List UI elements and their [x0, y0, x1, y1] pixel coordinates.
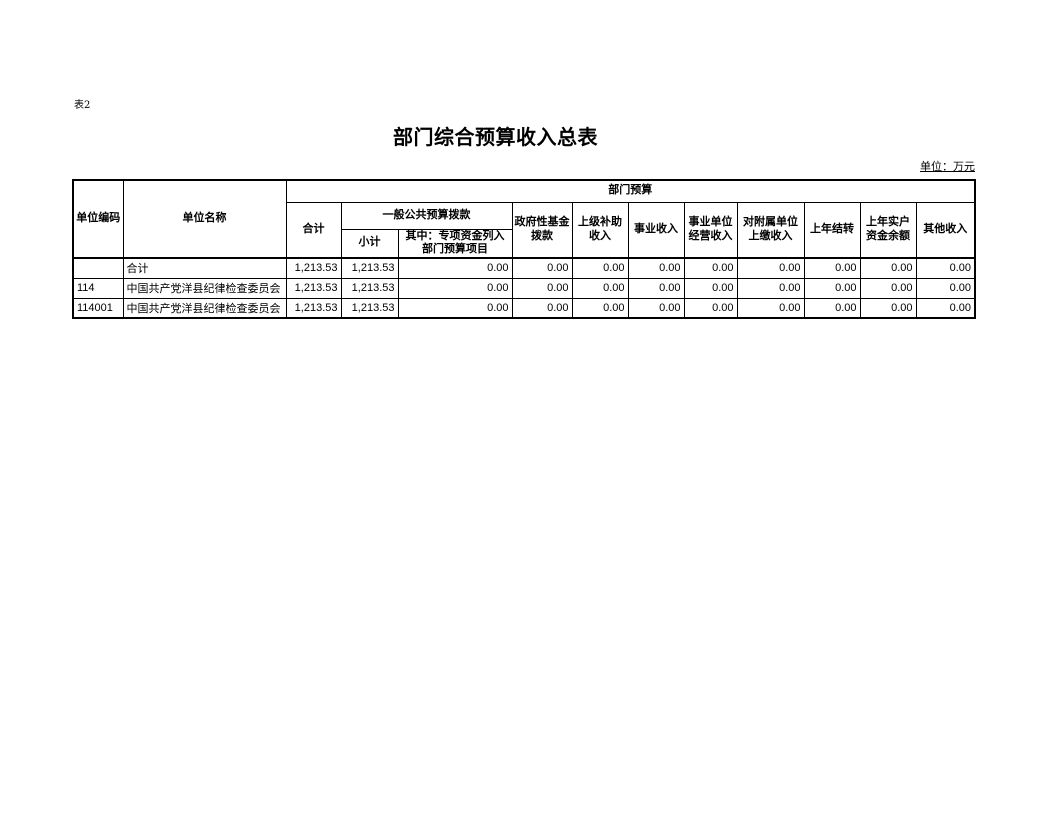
- col-header-business-operating-income: 事业单位经营收入: [683, 201, 738, 259]
- cell-prior-year-account-balance: 0.00: [859, 257, 917, 279]
- col-group-dept-budget: 部门预算: [285, 179, 976, 203]
- cell-affiliated-remitted-income: 0.00: [736, 277, 805, 299]
- cell-government-fund: 0.00: [511, 257, 573, 279]
- cell-unit-name: 合计: [122, 257, 287, 279]
- col-header-prior-year-account-balance: 上年实户资金余额: [859, 201, 917, 259]
- cell-unit-code: 114: [72, 277, 124, 299]
- cell-subtotal: 1,213.53: [340, 277, 399, 299]
- cell-subtotal: 1,213.53: [340, 297, 399, 319]
- col-header-prior-year-carryover: 上年结转: [803, 201, 861, 259]
- cell-business-operating-income: 0.00: [683, 277, 738, 299]
- col-header-superior-subsidy: 上级补助收入: [571, 201, 629, 259]
- col-header-government-fund: 政府性基金拨款: [511, 201, 573, 259]
- col-header-affiliated-remitted-income: 对附属单位上缴收入: [736, 201, 805, 259]
- col-header-subtotal: 小计: [340, 228, 399, 259]
- cell-total: 1,213.53: [285, 277, 342, 299]
- cell-superior-subsidy: 0.00: [571, 257, 629, 279]
- cell-business-income: 0.00: [627, 257, 685, 279]
- cell-affiliated-remitted-income: 0.00: [736, 297, 805, 319]
- col-header-unit-name: 单位名称: [122, 179, 287, 259]
- cell-government-fund: 0.00: [511, 297, 573, 319]
- budget-income-table: 单位编码 单位名称 部门预算 合计 一般公共预算拨款 政府性基金拨款 上级补助收…: [72, 179, 976, 319]
- sheet-label: 表2: [74, 100, 91, 111]
- col-header-other-income: 其他收入: [915, 201, 976, 259]
- header-row-sub: 小计 其中：专项资金列入部门预算项目: [73, 228, 975, 259]
- cell-superior-subsidy: 0.00: [571, 277, 629, 299]
- cell-prior-year-carryover: 0.00: [803, 277, 861, 299]
- cell-business-income: 0.00: [627, 277, 685, 299]
- cell-other-income: 0.00: [915, 297, 976, 319]
- cell-government-fund: 0.00: [511, 277, 573, 299]
- cell-other-income: 0.00: [915, 257, 976, 279]
- cell-unit-code: [72, 257, 124, 279]
- table-row-total: 合计 1,213.53 1,213.53 0.00 0.00 0.00 0.00…: [72, 257, 976, 279]
- cell-unit-code: 114001: [72, 297, 124, 319]
- table-row-114001: 114001 中国共产党洋县纪律检查委员会 1,213.53 1,213.53 …: [72, 297, 976, 319]
- cell-prior-year-carryover: 0.00: [803, 257, 861, 279]
- col-group-general-public-budget: 一般公共预算拨款: [340, 201, 513, 230]
- cell-affiliated-remitted-income: 0.00: [736, 257, 805, 279]
- col-header-special-funds: 其中：专项资金列入部门预算项目: [397, 228, 513, 259]
- cell-unit-name: 中国共产党洋县纪律检查委员会: [122, 297, 287, 319]
- unit-note: 单位：万元: [920, 161, 975, 173]
- cell-prior-year-carryover: 0.00: [803, 297, 861, 319]
- cell-other-income: 0.00: [915, 277, 976, 299]
- cell-business-income: 0.00: [627, 297, 685, 319]
- col-header-business-income: 事业收入: [627, 201, 685, 259]
- cell-business-operating-income: 0.00: [683, 257, 738, 279]
- cell-special-funds: 0.00: [397, 277, 513, 299]
- cell-prior-year-account-balance: 0.00: [859, 277, 917, 299]
- header-row-main: 合计 一般公共预算拨款 政府性基金拨款 上级补助收入 事业收入 事业单位经营收入…: [73, 201, 976, 259]
- cell-subtotal: 1,213.53: [340, 257, 399, 279]
- col-header-total: 合计: [285, 201, 342, 259]
- cell-business-operating-income: 0.00: [683, 297, 738, 319]
- cell-special-funds: 0.00: [397, 257, 513, 279]
- cell-unit-name: 中国共产党洋县纪律检查委员会: [122, 277, 287, 299]
- header-row-group: 单位编码 单位名称 部门预算: [72, 179, 976, 259]
- cell-total: 1,213.53: [285, 297, 342, 319]
- table-row-114: 114 中国共产党洋县纪律检查委员会 1,213.53 1,213.53 0.0…: [72, 277, 976, 299]
- cell-special-funds: 0.00: [397, 297, 513, 319]
- cell-prior-year-account-balance: 0.00: [859, 297, 917, 319]
- cell-superior-subsidy: 0.00: [571, 297, 629, 319]
- cell-total: 1,213.53: [285, 257, 342, 279]
- col-header-unit-code: 单位编码: [72, 179, 124, 259]
- page-title: 部门综合预算收入总表: [393, 127, 598, 149]
